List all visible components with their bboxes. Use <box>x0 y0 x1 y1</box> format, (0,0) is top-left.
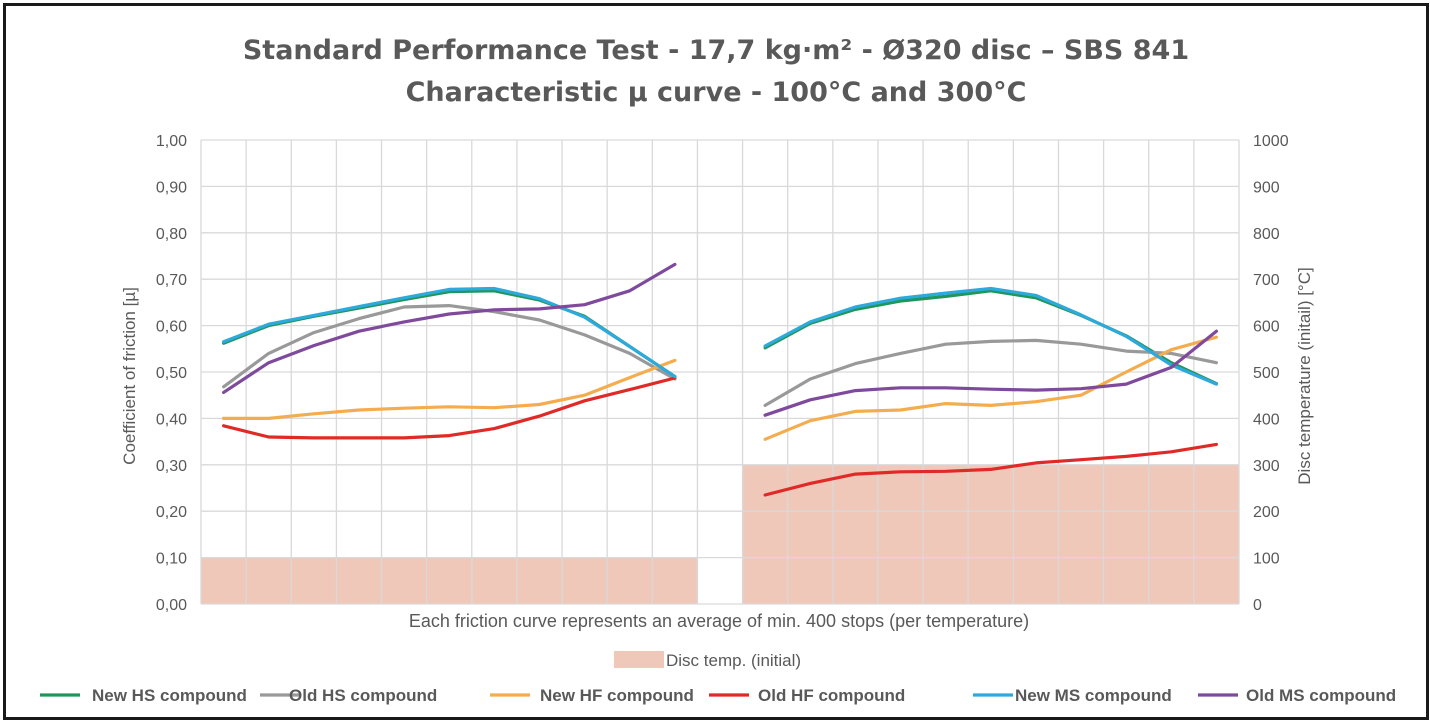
y-tick-label: 0,40 <box>156 411 187 428</box>
legend-label-series-1: New HS compound <box>92 686 247 705</box>
y-tick-label: 0,50 <box>156 365 187 382</box>
y2-tick-label: 200 <box>1253 504 1280 521</box>
y-tick-label: 0,60 <box>156 319 187 336</box>
chart-note: Each friction curve represents an averag… <box>409 611 1029 631</box>
legend-label-series-3: New HF compound <box>540 686 694 705</box>
series-line-6-part-2 <box>763 329 1219 417</box>
y2-tick-label: 800 <box>1253 226 1280 243</box>
y2-tick-label: 500 <box>1253 365 1280 382</box>
series-line-4-part-1 <box>222 376 677 440</box>
series-line-2-part-2 <box>763 338 1219 407</box>
series-line-3-part-1 <box>222 358 677 420</box>
y2-tick-label: 900 <box>1253 179 1280 196</box>
y-tick-label: 0,80 <box>156 226 187 243</box>
legend-label-series-2: Old HS compound <box>289 686 437 705</box>
legend: Disc temp. (initial) New HS compound Old H… <box>40 651 1396 705</box>
axis-ticks: 0,00 0,10 0,20 0,30 0,40 0,50 0,60 0,70 0,80 0,90… <box>156 133 1289 614</box>
series-line-6-part-1 <box>222 262 677 394</box>
y-tick-label: 0,00 <box>156 597 187 614</box>
y2-axis-label: Disc temperature (initail) [°C] <box>1295 267 1314 484</box>
y-tick-label: 0,20 <box>156 504 187 521</box>
legend-swatch-disc-temp <box>614 651 664 668</box>
chart-title-line-2: Characteristic µ curve - 100°C and 300°C <box>406 77 1027 108</box>
y-tick-label: 0,30 <box>156 458 187 475</box>
y2-tick-label: 100 <box>1253 551 1280 568</box>
chart-title-line-1: Standard Performance Test - 17,7 kg·m² -… <box>243 35 1189 66</box>
series-line-5-part-1 <box>222 286 677 379</box>
y-tick-label: 1,00 <box>156 133 187 150</box>
disc-temp-bar-2 <box>742 464 1239 604</box>
friction-lines <box>222 262 1219 497</box>
y2-tick-label: 600 <box>1253 319 1280 336</box>
y-axis-label: Coefficient of friction [µ] <box>120 287 139 465</box>
disc-temp-bar-1 <box>201 557 698 604</box>
legend-label-disc-temp: Disc temp. (initial) <box>666 651 801 670</box>
disc-temp-bars <box>201 464 1239 604</box>
y2-tick-label: 0 <box>1253 597 1262 614</box>
series-line-4-part-2 <box>763 442 1219 497</box>
y-tick-label: 0,90 <box>156 179 187 196</box>
y2-tick-label: 1000 <box>1253 133 1289 150</box>
chart-frame: 0,00 0,10 0,20 0,30 0,40 0,50 0,60 0,70 0,80 0,90… <box>3 3 1429 720</box>
y2-tick-label: 400 <box>1253 411 1280 428</box>
series-line-5-part-2 <box>763 286 1219 386</box>
legend-label-series-6: Old MS compound <box>1246 686 1396 705</box>
series-line-2-part-1 <box>222 304 677 389</box>
legend-label-series-4: Old HF compound <box>758 686 905 705</box>
friction-chart: 0,00 0,10 0,20 0,30 0,40 0,50 0,60 0,70 0,80 0,90… <box>40 35 1396 705</box>
legend-label-series-5: New MS compound <box>1015 686 1172 705</box>
y-tick-label: 0,10 <box>156 551 187 568</box>
series-line-3-part-2 <box>763 335 1219 441</box>
y2-tick-label: 700 <box>1253 272 1280 289</box>
y2-tick-label: 300 <box>1253 458 1280 475</box>
y-tick-label: 0,70 <box>156 272 187 289</box>
